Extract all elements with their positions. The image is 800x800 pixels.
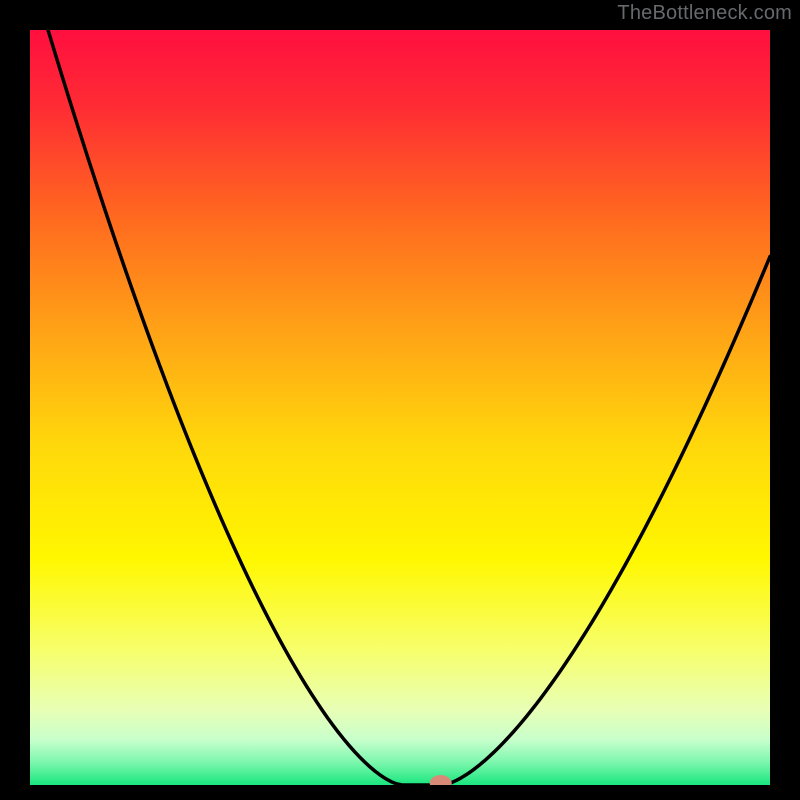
chart-stage: TheBottleneck.com	[0, 0, 800, 800]
gradient-plot-area	[30, 30, 770, 785]
bottleneck-chart	[0, 0, 800, 800]
